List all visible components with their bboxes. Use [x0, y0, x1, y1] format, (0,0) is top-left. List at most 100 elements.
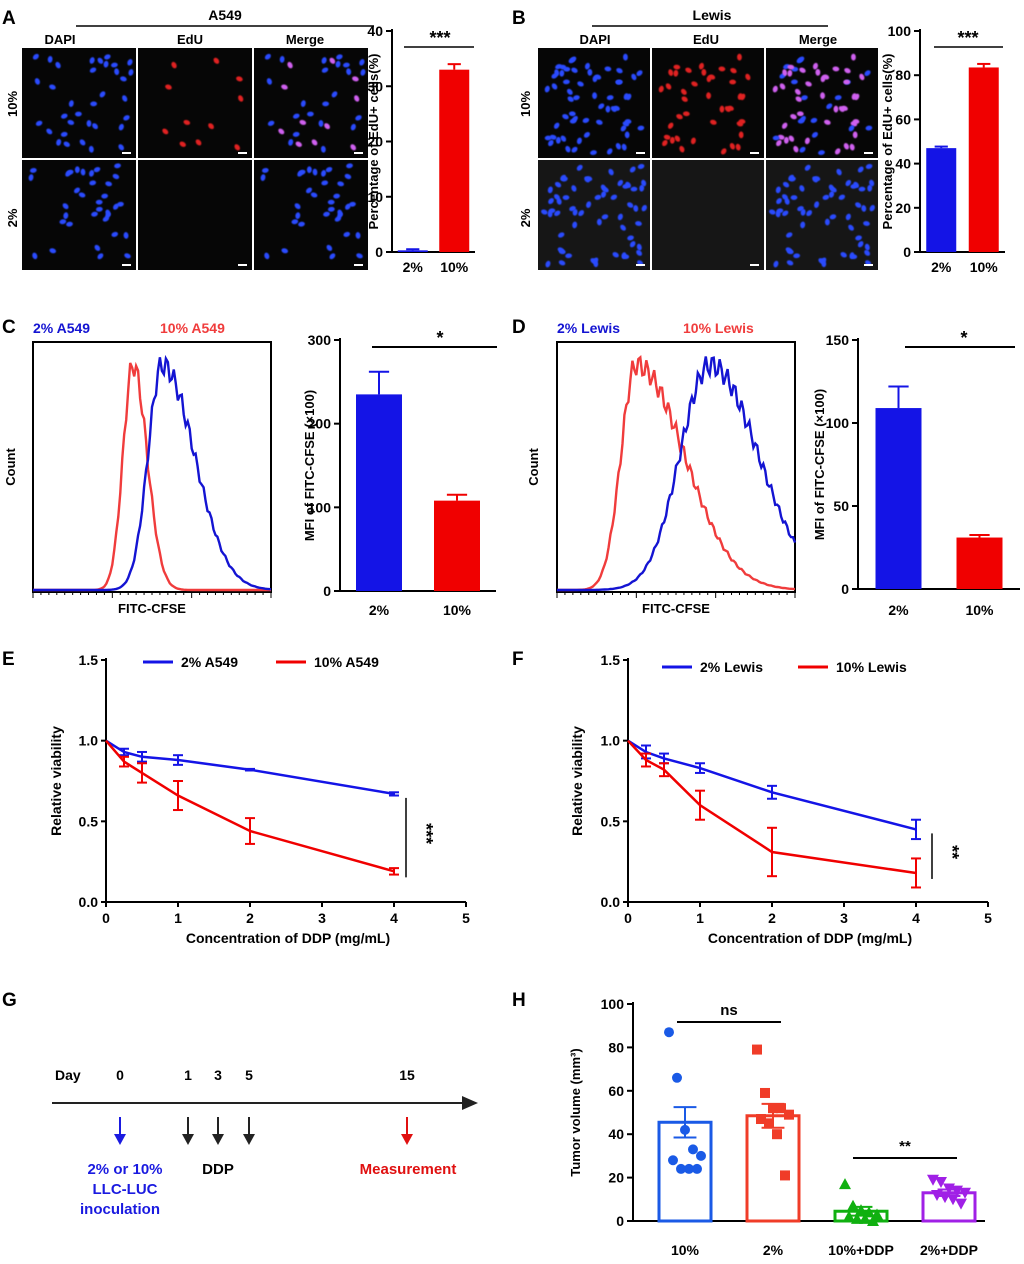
x-tick-label: 10% — [671, 1242, 700, 1258]
x-tick-label: 2% — [888, 602, 909, 618]
cell-nucleus — [630, 186, 638, 192]
legend-label: 2% A549 — [181, 654, 238, 670]
comparison-label: ** — [899, 1138, 911, 1155]
scatter-bar-chart-h: 0 20 40 60 80 100 Tumor volume (mm³) 10% 2% 10%+D… — [568, 996, 985, 1258]
cell-nucleus — [110, 62, 118, 68]
cell-nucleus — [545, 260, 551, 268]
cell-nucleus — [47, 55, 53, 63]
data-point — [851, 1212, 863, 1224]
cell-nucleus — [838, 194, 846, 200]
cell-nucleus — [544, 85, 550, 93]
panel-letter-b: B — [512, 8, 526, 29]
y-tick-label: 10 — [367, 189, 383, 205]
bar-10% — [968, 67, 999, 252]
y-tick-label: 100 — [308, 499, 332, 515]
scale-bar — [750, 152, 759, 154]
cell-nucleus — [849, 143, 855, 151]
data-point — [839, 1178, 851, 1190]
cell-nucleus — [553, 122, 560, 129]
cell-nucleus — [295, 212, 301, 220]
cell-nucleus — [701, 68, 707, 76]
inoculation-line-2: LLC-LUC — [93, 1181, 158, 1198]
cell-nucleus — [566, 88, 573, 95]
cell-nucleus — [782, 69, 788, 76]
cell-nucleus — [551, 83, 558, 90]
x-tick-label: 4 — [390, 910, 398, 926]
cell-nucleus — [162, 128, 169, 135]
cell-nucleus — [858, 186, 866, 192]
scale-bar — [122, 264, 131, 266]
cell-nucleus — [67, 119, 75, 126]
cell-nucleus — [576, 164, 583, 171]
cell-nucleus — [288, 139, 294, 146]
cell-nucleus — [848, 125, 855, 132]
cell-nucleus — [299, 119, 307, 126]
x-tick-label: 0 — [624, 910, 632, 926]
cell-nucleus — [124, 253, 131, 259]
cell-nucleus — [850, 183, 858, 189]
timeline-day-1: 1 — [184, 1067, 192, 1083]
cell-nucleus — [799, 67, 806, 73]
y-tick-label: 30 — [367, 78, 383, 94]
x-tick-label: 2 — [768, 910, 776, 926]
cell-nucleus — [829, 214, 837, 220]
cell-nucleus — [114, 68, 120, 76]
cell-nucleus — [74, 111, 82, 117]
measurement-arrow — [401, 1117, 413, 1145]
cell-nucleus — [775, 186, 781, 194]
cell-nucleus — [590, 150, 597, 156]
histogram-legend-10: 10% Lewis — [683, 320, 754, 336]
cell-nucleus — [236, 76, 243, 82]
cell-nucleus — [629, 241, 636, 248]
cell-nucleus — [326, 244, 333, 251]
cell-nucleus — [63, 212, 69, 220]
y-axis-label: Tumor volume (mm³) — [568, 1048, 583, 1176]
cell-nucleus — [359, 59, 365, 66]
cell-nucleus — [772, 85, 778, 93]
cell-nucleus — [681, 96, 688, 102]
cell-nucleus — [867, 184, 873, 192]
cell-nucleus — [327, 199, 335, 205]
cell-nucleus — [300, 100, 306, 107]
scale-bar — [354, 264, 363, 266]
cell-nucleus — [624, 131, 630, 139]
cell-nucleus — [46, 128, 53, 135]
treatment-arrow-day3 — [212, 1117, 224, 1145]
y-tick-label: 1.5 — [79, 652, 99, 668]
timeline-day-label: Day — [55, 1067, 81, 1083]
cell-nucleus — [165, 84, 172, 90]
y-axis-label: Relative viability — [48, 726, 64, 836]
bar-2% — [875, 408, 922, 589]
histogram-legend-2: 2% Lewis — [557, 320, 620, 336]
panel-letter-g: G — [2, 990, 17, 1011]
cell-nucleus — [94, 244, 101, 251]
cell-nucleus — [864, 70, 871, 77]
y-tick-label: 200 — [308, 416, 332, 432]
data-point — [947, 1194, 959, 1206]
cell-nucleus — [104, 54, 111, 60]
cell-nucleus — [105, 181, 112, 187]
x-tick-label: 2% — [763, 1242, 784, 1258]
panel-letter-h: H — [512, 990, 526, 1011]
inoculation-line-3: inoculation — [80, 1201, 160, 1218]
cell-nucleus — [103, 60, 109, 68]
cell-nucleus — [91, 211, 98, 217]
cell-nucleus — [869, 204, 875, 212]
micrograph-row-2: 2% — [5, 208, 20, 227]
x-tick-label: 3 — [318, 910, 326, 926]
cell-nucleus — [789, 176, 796, 182]
significance-label: * — [436, 328, 443, 348]
cell-nucleus — [622, 121, 630, 127]
cell-nucleus — [298, 169, 306, 175]
cell-nucleus — [558, 232, 565, 238]
cell-nucleus — [596, 218, 602, 226]
y-tick-label: 0 — [903, 244, 911, 260]
cell-nucleus — [572, 115, 578, 122]
cell-nucleus — [78, 192, 86, 198]
series-line-0 — [105, 739, 395, 796]
cell-nucleus — [605, 105, 611, 113]
cell-nucleus — [281, 84, 288, 90]
micrograph-image — [652, 48, 764, 158]
cell-nucleus — [565, 145, 571, 153]
y-tick-label: 100 — [601, 996, 625, 1012]
